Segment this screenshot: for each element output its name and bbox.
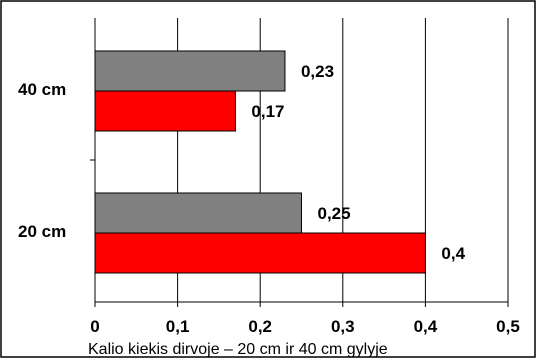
bar xyxy=(94,232,426,274)
data-label: 0,17 xyxy=(251,102,284,121)
data-label: 0,25 xyxy=(318,204,351,223)
x-tick-label: 0,2 xyxy=(248,317,272,336)
x-tick-label: 0,5 xyxy=(496,317,520,336)
x-axis-label: Kalio kiekis dirvoje – 20 cm ir 40 cm gy… xyxy=(88,341,388,358)
bar xyxy=(94,192,302,234)
data-label: 0,4 xyxy=(441,244,465,263)
x-tick-label: 0,3 xyxy=(331,317,355,336)
axes-group xyxy=(90,18,509,307)
labels-group: 0,23 0,17 40 cm 0,25 0,4 20 cm 0 0,1 0,2 0,3 0,4 0,… xyxy=(18,62,520,336)
category-label: 40 cm xyxy=(18,80,66,99)
data-label: 0,23 xyxy=(301,62,334,81)
bar xyxy=(94,90,236,132)
x-tick-label: 0,1 xyxy=(166,317,190,336)
x-tick-label: 0 xyxy=(90,317,99,336)
bar xyxy=(94,50,286,92)
x-tick-label: 0,4 xyxy=(414,317,438,336)
category-label: 20 cm xyxy=(18,222,66,241)
